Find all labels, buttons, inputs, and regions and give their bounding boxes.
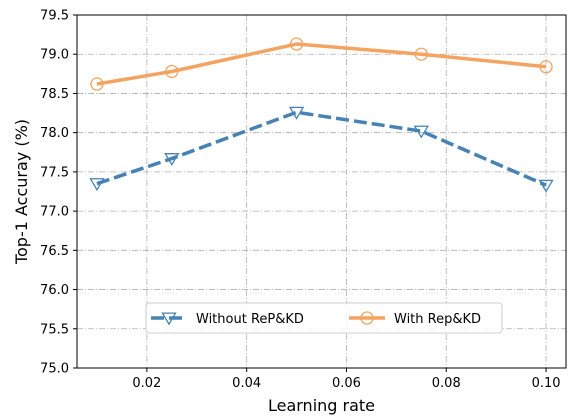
y-tick-label: 76.0 [40,283,69,298]
x-tick-label: 0.04 [232,376,261,391]
plot-frame [76,14,567,369]
data-point-marker [539,60,553,74]
x-tick-label: 0.06 [332,376,361,391]
y-tick-label: 77.0 [40,205,69,220]
data-point-marker [414,47,428,61]
data-point-marker [164,153,180,167]
y-tick-label: 79.0 [40,48,69,63]
data-point-marker [90,77,104,91]
series-layer [89,37,554,193]
legend-label: Without ReP&KD [196,312,304,327]
y-tick-label: 78.0 [40,126,69,141]
y-tick-label: 79.5 [40,9,69,24]
y-tick-label: 75.0 [40,362,69,377]
y-tick-label: 76.5 [40,244,69,259]
data-point-marker [289,37,304,51]
data-point-marker [538,179,554,193]
legend-marker [161,312,177,326]
data-point-marker [288,106,305,120]
y-tick-label: 78.5 [40,87,69,102]
legend: Without ReP&KD With Rep&KD [145,302,503,334]
series-1 [89,106,554,193]
y-tick-label: 75.5 [40,322,69,337]
series-line [96,110,547,187]
data-point-marker [165,64,179,79]
series-line [96,42,547,86]
legend-label: With Rep&KD [394,312,481,327]
x-tick-label: 0.02 [132,376,161,391]
data-point-marker [413,125,429,139]
y-tick-label: 77.5 [40,165,69,180]
legend-marker [360,311,374,325]
legend-box [145,302,503,334]
x-tick-label: 0.08 [432,376,461,391]
axis-ticks: 0.02 0.04 0.06 0.08 0.10 75.0 75.5 76.0 76.5 77.0… [40,9,560,392]
y-axis-label: Top-1 Accuray (%) [12,119,31,265]
x-tick-label: 0.10 [532,376,561,391]
data-point-marker [89,178,105,192]
series-2 [90,37,553,91]
x-axis-label: Learning rate [268,396,375,415]
